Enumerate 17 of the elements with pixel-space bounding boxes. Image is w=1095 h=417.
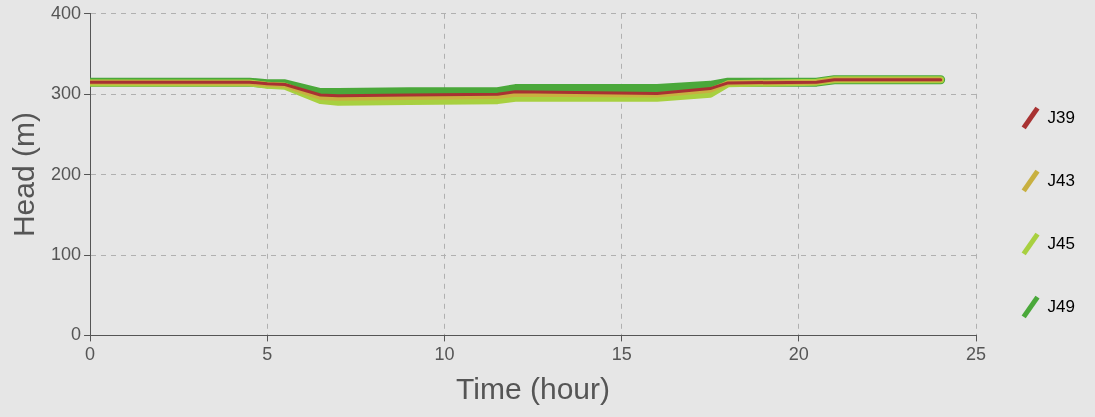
y-tick-label: 300 (50, 83, 82, 104)
legend-label: J45 (1047, 233, 1076, 253)
x-axis-title: Time (hour) (456, 372, 611, 406)
y-tick-label: 0 (71, 324, 82, 345)
x-tick-label: 5 (262, 344, 273, 365)
legend-label: J43 (1047, 170, 1076, 190)
legend-label: J39 (1047, 107, 1076, 127)
x-tick-label: 0 (85, 344, 96, 365)
y-tick-label: 400 (50, 2, 82, 23)
legend-label: J49 (1047, 296, 1076, 316)
y-tick-label: 200 (50, 163, 82, 184)
y-tick-label: 100 (50, 243, 82, 264)
x-tick-label: 25 (966, 344, 987, 365)
x-tick-label: 20 (788, 344, 809, 365)
x-tick-label: 15 (611, 344, 632, 365)
y-axis-title: Head (m) (7, 112, 41, 238)
x-tick-label: 10 (434, 344, 455, 365)
